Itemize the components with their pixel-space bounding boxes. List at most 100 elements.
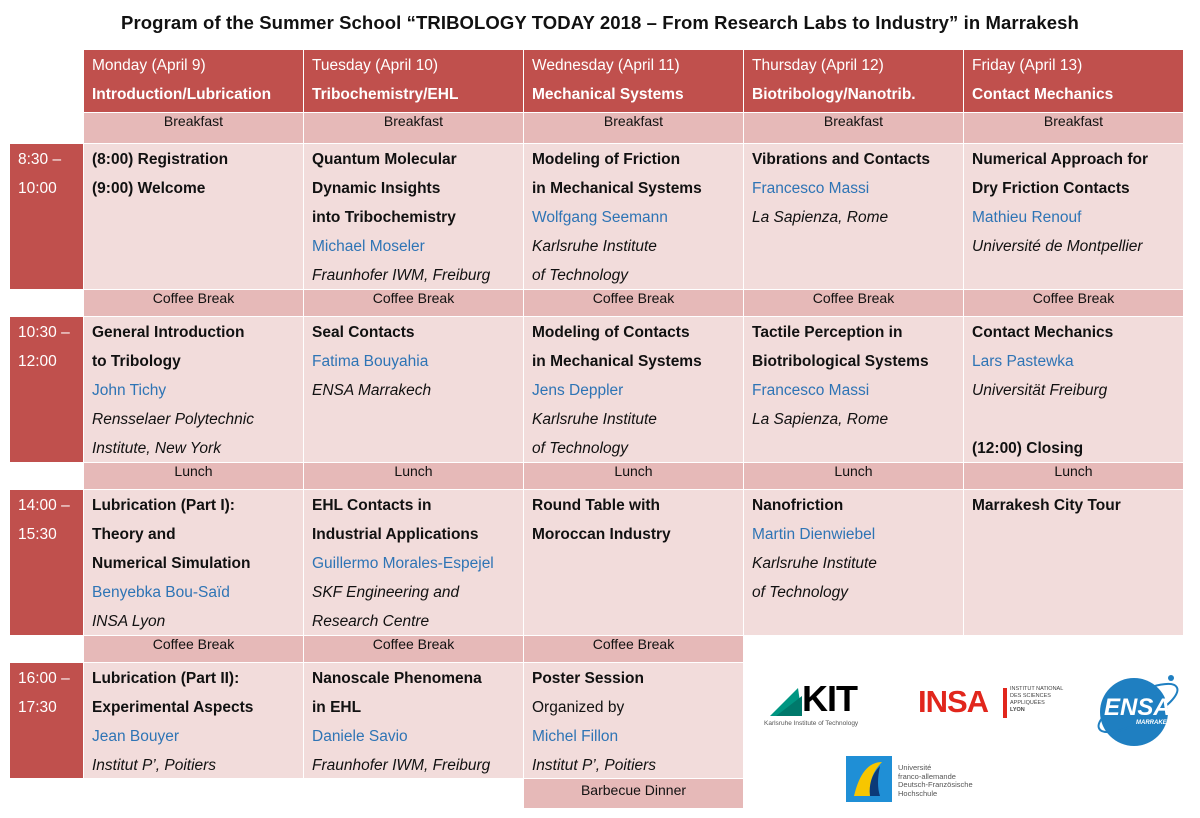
day-date: Monday (April 9) [92,57,206,74]
speaker-name: Francesco Massi [752,382,870,399]
session-title: Tactile Perception in [752,324,903,341]
speaker-name: Fatima Bouyahia [312,353,429,370]
session-title: Vibrations and Contacts [752,151,930,168]
session-title: Round Table with [532,497,661,514]
session-mon-3: Lubrication (Part I): Theory and Numeric… [84,490,303,635]
session-title: into Tribochemistry [312,209,456,226]
dfh-line: Deutsch-Französische [898,780,973,789]
session-title: Poster Session [532,670,644,687]
speaker-name: Francesco Massi [752,180,870,197]
lunch-thursday: Lunch [744,463,963,489]
time-start: 16:00 – [18,670,70,687]
session-wed-4: Poster Session Organized by Michel Fillo… [524,663,743,778]
speaker-name: Jean Bouyer [92,728,180,745]
session-thu-2: Tactile Perception in Biotribological Sy… [744,317,963,462]
time-end: 10:00 [18,180,57,197]
insa-logo-bar [1003,688,1007,718]
session-title: Lubrication (Part I): [92,497,235,514]
session-title: Biotribological Systems [752,353,929,370]
breakfast-thursday: Breakfast [744,113,963,143]
coffee-break-monday-pm: Coffee Break [84,636,303,662]
insa-logo-mark: INSA [918,684,989,719]
day-topic: Contact Mechanics [972,86,1114,103]
speaker-affiliation: Fraunhofer IWM, Freiburg [312,757,491,774]
speaker-affiliation: Institut P’, Poitiers [92,757,217,774]
session-title: Theory and [92,526,176,543]
time-end: 15:30 [18,526,57,543]
speaker-affiliation: La Sapienza, Rome [752,411,889,428]
speaker-affiliation: of Technology [532,267,628,284]
speaker-affiliation: Université de Montpellier [972,238,1143,255]
lunch-monday: Lunch [84,463,303,489]
speaker-affiliation: Research Centre [312,613,430,630]
speaker-affiliation: INSA Lyon [92,613,166,630]
insa-line: DES SCIENCES [1010,693,1051,699]
session-title: Industrial Applications [312,526,479,543]
coffee-break-monday: Coffee Break [84,290,303,316]
speaker-name: Michel Fillon [532,728,619,745]
session-title: in Mechanical Systems [532,180,702,197]
speaker-name: Michael Moseler [312,238,425,255]
session-title: Marrakesh City Tour [972,497,1121,514]
speaker-affiliation: Karlsruhe Institute [752,555,877,572]
session-tue-2: Seal Contacts Fatima Bouyahia ENSA Marra… [304,317,523,462]
speaker-affiliation: Rensselaer Polytechnic [92,411,254,428]
speaker-affiliation: of Technology [752,584,848,601]
speaker-affiliation: La Sapienza, Rome [752,209,889,226]
speaker-name: Lars Pastewka [972,353,1074,370]
speaker-name: Benyebka Bou-Saïd [92,584,230,601]
session-title: Quantum Molecular [312,151,457,168]
time-slot-2: 10:30 – 12:00 [10,317,83,462]
session-tue-1: Quantum Molecular Dynamic Insights into … [304,144,523,289]
ensa-logo: ENSA MARRAKECH [1092,670,1184,750]
session-title: Seal Contacts [312,324,415,341]
coffee-break-friday: Coffee Break [964,290,1183,316]
session-title: Experimental Aspects [92,699,254,716]
session-mon-4: Lubrication (Part II): Experimental Aspe… [84,663,303,778]
speaker-affiliation: of Technology [532,440,628,457]
session-fri-2: Contact Mechanics Lars Pastewka Universi… [964,317,1183,462]
day-date: Thursday (April 12) [752,57,884,74]
speaker-name: Wolfgang Seemann [532,209,668,226]
day-date: Tuesday (April 10) [312,57,439,74]
page-title: Program of the Summer School “TRIBOLOGY … [121,12,1079,33]
dfh-line: Université [898,763,932,772]
coffee-break-tuesday-pm: Coffee Break [304,636,523,662]
time-start: 8:30 – [18,151,62,168]
time-slot-3: 14:00 – 15:30 [10,490,83,635]
session-thu-1: Vibrations and Contacts Francesco Massi … [744,144,963,289]
kit-logo-subtitle: Karlsruhe Institute of Technology [764,720,859,727]
time-start: 14:00 – [18,497,70,514]
session-title: in Mechanical Systems [532,353,702,370]
session-title: Dry Friction Contacts [972,180,1130,197]
ensa-logo-icon [1097,675,1179,746]
dfh-line: Hochschule [898,788,938,798]
session-fri-3: Marrakesh City Tour [964,490,1183,635]
closing-label: (12:00) Closing [972,440,1084,457]
session-title: General Introduction [92,324,245,341]
speaker-name: Guillermo Morales-Espejel [312,555,494,572]
coffee-break-tuesday: Coffee Break [304,290,523,316]
session-title: Moroccan Industry [532,526,671,543]
day-header-monday: Monday (April 9) Introduction/Lubricatio… [84,50,303,112]
speaker-affiliation: Karlsruhe Institute [532,238,657,255]
time-start: 10:30 – [18,324,70,341]
speaker-name: Daniele Savio [312,728,408,745]
session-title: Contact Mechanics [972,324,1114,341]
session-wed-1: Modeling of Friction in Mechanical Syste… [524,144,743,289]
dfh-line: franco-allemande [898,771,956,781]
session-title: Nanofriction [752,497,844,514]
session-thu-3: Nanofriction Martin Dienwiebel Karlsruhe… [744,490,963,635]
speaker-affiliation: Institute, New York [92,440,221,457]
kit-logo-icon [770,688,802,716]
dfh-logo-icon [854,762,882,796]
time-end: 17:30 [18,699,57,716]
session-title: Numerical Approach for [972,151,1148,168]
time-end: 12:00 [18,353,57,370]
day-header-tuesday: Tuesday (April 10) Tribochemistry/EHL [304,50,523,112]
insa-line: INSTITUT NATIONAL [1010,686,1064,692]
insa-logo: INSA INSTITUT NATIONAL DES SCIENCES APPL… [918,684,1068,724]
speaker-name: John Tichy [92,382,167,399]
ensa-logo-subtitle: MARRAKECH [1136,720,1176,726]
day-topic: Biotribology/Nanotrib. [752,86,916,103]
